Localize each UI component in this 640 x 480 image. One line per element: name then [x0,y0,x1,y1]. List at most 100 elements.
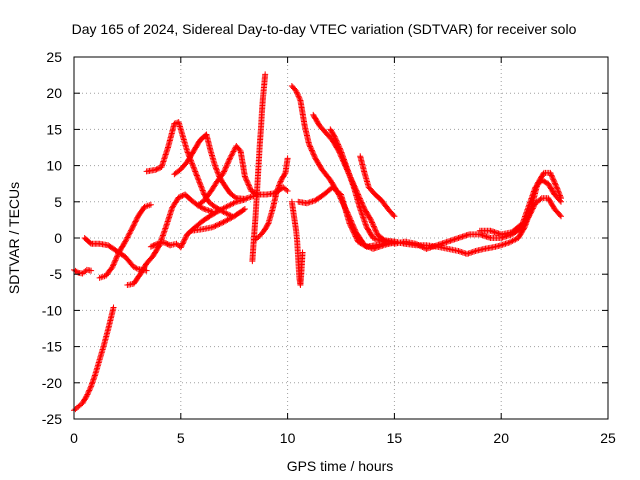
data-point [243,177,250,184]
data-point [308,147,315,154]
data-point [550,177,557,184]
data-point [190,164,197,171]
y-tick-label: 20 [46,85,62,101]
data-point [293,89,300,96]
data-point [82,268,89,275]
data-point [85,388,92,395]
chart-title: Day 165 of 2024, Sidereal Day-to-day VTE… [72,21,577,37]
data-point [227,201,234,208]
data-point [281,171,288,178]
data-point [197,180,204,187]
data-point [215,221,222,228]
data-point [115,250,122,257]
series-arc-4 [143,119,236,220]
data-point [211,162,218,169]
data-point [133,215,140,222]
data-point [553,184,560,191]
data-point [88,267,95,274]
data-point [231,199,238,206]
data-point [227,215,234,222]
axis-ticks: 0 5 10 15 20 25 -25 -20 -15 -10 -5 0 5 10 15 20 25 [42,49,616,446]
data-point [112,257,119,264]
data-point [223,210,230,217]
y-tick-label: 10 [46,158,62,174]
y-tick-label: 25 [46,49,62,65]
data-point [109,263,116,270]
data-point [558,213,565,220]
data-point [212,163,219,170]
data-point [113,254,120,261]
data-point [419,243,426,250]
data-point [127,227,134,234]
data-point [182,233,189,240]
data-point [307,144,314,151]
data-point [209,224,216,231]
data-point [147,243,154,250]
data-point [347,221,354,228]
data-point [178,243,185,250]
data-point [531,202,538,209]
data-point [193,172,200,179]
data-point [86,387,93,394]
data-point [184,148,191,155]
data-point [213,166,220,173]
data-point [246,183,253,190]
data-point [296,94,303,101]
data-point [191,165,198,172]
data-point [277,179,284,186]
data-point [240,206,247,213]
data-point [274,185,281,192]
data-point [552,181,559,188]
data-point [156,165,163,172]
data-point [189,160,196,167]
data-point [370,222,377,229]
data-point [332,136,339,143]
data-point [192,169,199,176]
x-tick-label: 0 [70,430,78,446]
data-point [352,232,359,239]
data-point [549,173,556,180]
grid-lines [74,57,608,419]
data-point [200,188,207,195]
data-point [220,205,227,212]
data-point [114,252,121,259]
data-point [347,223,354,230]
data-point [371,224,378,231]
data-point [83,394,90,401]
data-point [336,144,343,151]
data-point [284,187,291,194]
series-arc-3 [124,191,216,289]
series-arc-18 [476,177,565,238]
data-point [228,214,235,221]
data-point [110,262,117,269]
data-point [194,175,201,182]
data-point [217,206,224,213]
series-arc-8 [147,239,174,250]
data-point [125,233,132,240]
y-tick-label: 5 [54,194,62,210]
data-point [509,237,516,244]
data-point [222,165,229,172]
data-point [372,227,379,234]
data-point [274,186,281,193]
data-point [225,216,232,223]
data-point [229,151,236,158]
data-point [147,201,154,208]
data-point [212,222,219,229]
data-point [309,148,316,155]
series-arc-15 [295,184,398,250]
data-point [110,261,117,268]
data-point [512,236,519,243]
series-arc-early-steep [71,304,117,414]
data-point [353,236,360,243]
data-point [131,221,138,228]
data-point [175,194,182,201]
data-point [112,256,119,263]
data-point [219,219,226,226]
data-point [367,215,374,222]
series-arc-14 [357,153,398,220]
data-point [180,239,187,246]
data-point [276,181,283,188]
data-point [221,167,228,174]
